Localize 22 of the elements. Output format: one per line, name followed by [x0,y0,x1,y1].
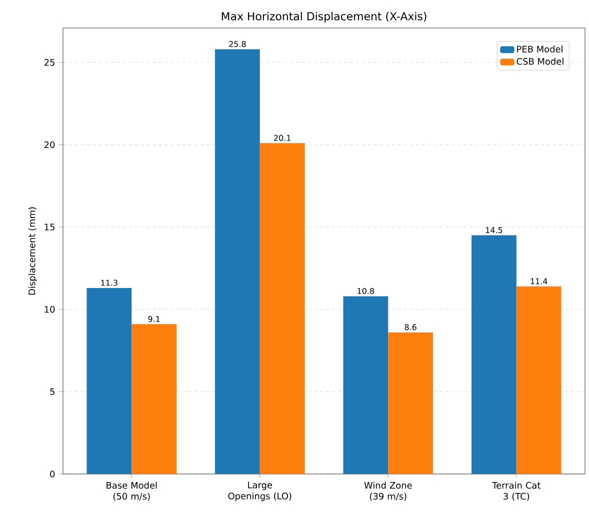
x-tick-label: Large Openings (LO) [228,482,292,502]
y-tick-label: 5 [50,388,54,396]
y-tick-label: 25 [44,59,54,66]
x-tick-label: Wind Zone (39 m/s) [364,482,412,501]
bar [343,296,388,474]
x-tick-label: Base Model (50 m/s) [106,482,157,501]
bar [86,288,132,474]
bar [516,286,562,474]
chart-title: Max Horizontal Displacement (X-Axis) [222,12,426,22]
y-axis-title: Displacement (mm) [28,207,37,295]
y-tick-label: 15 [44,224,54,230]
bar [132,324,177,474]
y-tick-label: 20 [44,141,55,148]
legend-label: CSB Model [516,58,564,65]
y-tick-label: 10 [44,306,55,313]
bar [388,332,434,474]
bar [260,143,305,474]
x-tick-label: Terrain Cat 3 (TC) [492,482,540,501]
legend-label: PEB Model [517,46,562,52]
bar [472,235,516,474]
y-tick-label: 0 [50,470,55,478]
bar [214,49,260,474]
